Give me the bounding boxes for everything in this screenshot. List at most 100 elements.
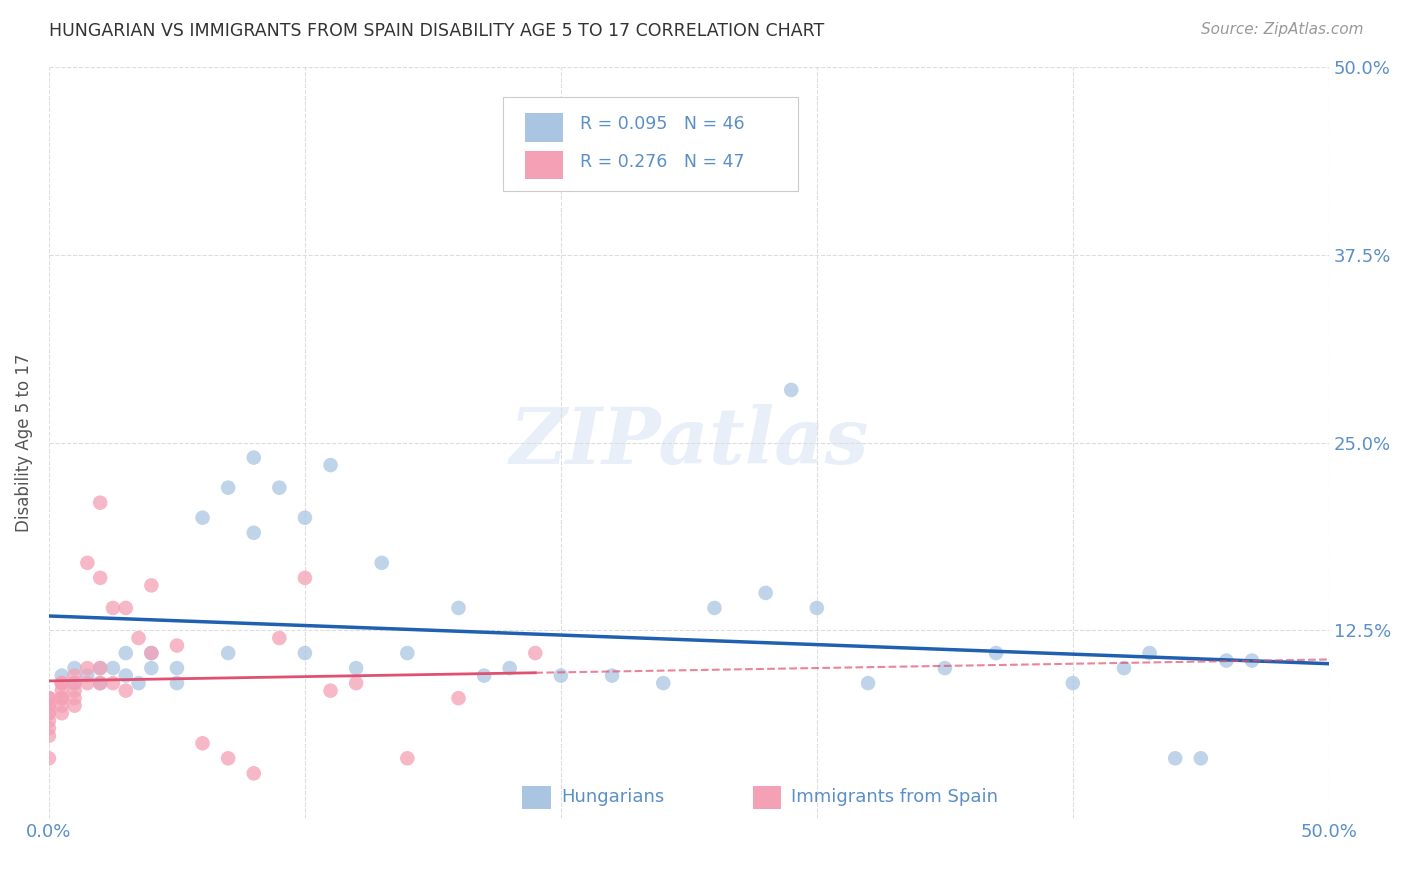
Point: [1112, 661, 1135, 675]
Point: [141, 646, 163, 660]
Point: [934, 661, 956, 675]
Point: [63, 683, 86, 698]
Point: [217, 751, 239, 765]
Point: [1139, 646, 1161, 660]
Point: [89, 676, 111, 690]
Point: [114, 668, 136, 682]
Point: [294, 571, 316, 585]
Point: [63, 668, 86, 682]
Point: [114, 601, 136, 615]
Point: [38, 714, 60, 728]
Point: [63, 676, 86, 690]
Point: [51, 683, 73, 698]
Point: [780, 383, 803, 397]
Point: [128, 631, 150, 645]
Text: ZIPatlas: ZIPatlas: [509, 404, 869, 481]
Point: [51, 691, 73, 706]
Point: [101, 661, 124, 675]
Bar: [524, 113, 564, 142]
Point: [447, 601, 470, 615]
Point: [38, 698, 60, 713]
Point: [1164, 751, 1187, 765]
Point: [51, 691, 73, 706]
Point: [703, 601, 725, 615]
Point: [38, 751, 60, 765]
Point: [269, 481, 291, 495]
Point: [76, 668, 98, 682]
Text: R = 0.276   N = 47: R = 0.276 N = 47: [581, 153, 745, 171]
Point: [38, 691, 60, 706]
Point: [294, 646, 316, 660]
Point: [242, 450, 264, 465]
Point: [51, 676, 73, 690]
Point: [89, 496, 111, 510]
Point: [242, 766, 264, 780]
Point: [89, 661, 111, 675]
Point: [396, 751, 419, 765]
Point: [1240, 654, 1263, 668]
Point: [38, 706, 60, 721]
Point: [101, 601, 124, 615]
Point: [242, 525, 264, 540]
Point: [396, 646, 419, 660]
Point: [141, 646, 163, 660]
Point: [51, 676, 73, 690]
Point: [166, 639, 188, 653]
Point: [600, 668, 623, 682]
Point: [370, 556, 392, 570]
Bar: [524, 151, 564, 179]
Point: [319, 458, 342, 472]
Point: [38, 721, 60, 735]
Point: [652, 676, 675, 690]
Point: [447, 691, 470, 706]
Point: [344, 661, 367, 675]
Point: [191, 510, 214, 524]
Point: [141, 661, 163, 675]
Point: [51, 706, 73, 721]
Point: [89, 571, 111, 585]
Point: [166, 661, 188, 675]
Point: [319, 683, 342, 698]
FancyBboxPatch shape: [503, 96, 797, 191]
Text: Source: ZipAtlas.com: Source: ZipAtlas.com: [1201, 22, 1364, 37]
Point: [856, 676, 879, 690]
Bar: [752, 786, 780, 809]
Point: [344, 676, 367, 690]
Point: [217, 646, 239, 660]
Point: [38, 698, 60, 713]
Point: [38, 691, 60, 706]
Point: [38, 706, 60, 721]
Point: [63, 691, 86, 706]
Point: [269, 631, 291, 645]
Point: [101, 676, 124, 690]
Point: [1215, 654, 1237, 668]
Y-axis label: Disability Age 5 to 17: Disability Age 5 to 17: [15, 353, 32, 532]
Point: [141, 578, 163, 592]
Text: Hungarians: Hungarians: [561, 789, 664, 806]
Point: [89, 676, 111, 690]
Point: [63, 661, 86, 675]
Point: [63, 676, 86, 690]
Point: [191, 736, 214, 750]
Bar: [523, 786, 551, 809]
Point: [76, 556, 98, 570]
Point: [550, 668, 572, 682]
Point: [1062, 676, 1084, 690]
Point: [63, 698, 86, 713]
Text: Immigrants from Spain: Immigrants from Spain: [792, 789, 998, 806]
Point: [499, 661, 522, 675]
Point: [984, 646, 1007, 660]
Point: [294, 510, 316, 524]
Point: [524, 646, 547, 660]
Point: [114, 683, 136, 698]
Point: [1189, 751, 1212, 765]
Point: [76, 661, 98, 675]
Point: [755, 586, 778, 600]
Point: [217, 481, 239, 495]
Point: [472, 668, 495, 682]
Text: HUNGARIAN VS IMMIGRANTS FROM SPAIN DISABILITY AGE 5 TO 17 CORRELATION CHART: HUNGARIAN VS IMMIGRANTS FROM SPAIN DISAB…: [49, 22, 824, 40]
Point: [76, 676, 98, 690]
Point: [128, 676, 150, 690]
Text: R = 0.095   N = 46: R = 0.095 N = 46: [581, 115, 745, 134]
Point: [51, 668, 73, 682]
